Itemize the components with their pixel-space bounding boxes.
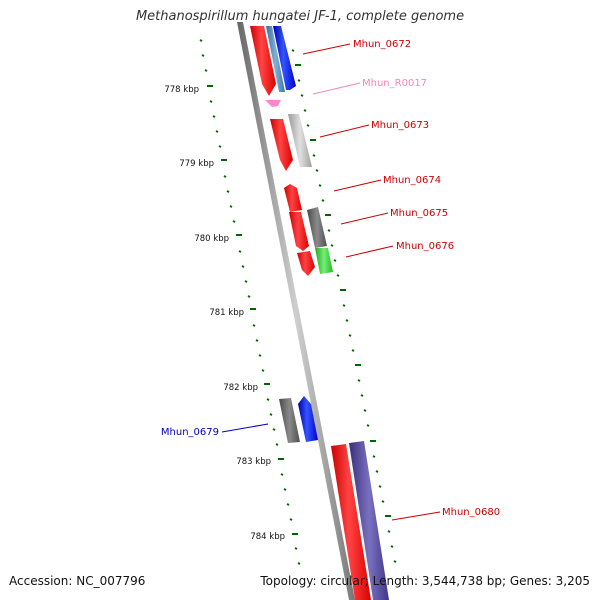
kbp-label-781: 781 kbp [209,308,244,318]
gene-label-mhun-0674[interactable]: Mhun_0674 [383,175,441,186]
accession-label: Accession: NC_007796 [9,574,146,588]
feature-mhun-0674[interactable] [284,184,302,212]
gene-label-mhun-0680[interactable]: Mhun_0680 [442,507,500,518]
feature-mhun-0680[interactable] [331,444,371,600]
gene-label-mhun-0679[interactable]: Mhun_0679 [161,427,219,438]
gene-label-mhun-0672[interactable]: Mhun_0672 [353,39,411,50]
feature-steel-0672[interactable] [266,26,285,92]
kbp-label-778: 778 kbp [164,85,199,95]
genome-summary: Topology: circular; Length: 3,544,738 bp… [260,574,590,588]
kbp-label-784: 784 kbp [250,532,285,542]
callout-lines [221,43,441,521]
kbp-label-783: 783 kbp [236,457,271,467]
gene-label-mhun-0675[interactable]: Mhun_0675 [390,208,448,219]
feature-green-0676[interactable] [315,248,333,274]
feature-mhun-r0017[interactable] [265,100,281,107]
genome-backbone [237,22,355,600]
feature-gray-0673[interactable] [288,114,312,167]
gene-label-mhun-r0017[interactable]: Mhun_R0017 [362,78,427,89]
ruler-ticks-right [291,49,397,563]
feature-purple-0680[interactable] [349,441,389,600]
kbp-label-779: 779 kbp [179,159,214,169]
feature-mhun-0672[interactable] [250,26,276,96]
kbp-label-780: 780 kbp [194,234,229,244]
feature-dark-0675[interactable] [307,207,327,248]
feature-blue-0672[interactable] [273,26,296,90]
kbp-label-782: 782 kbp [223,383,258,393]
map-title: Methanospirillum hungatei JF-1, complete… [135,9,465,24]
feature-mhun-0673[interactable] [270,119,293,171]
feature-dark-0679[interactable] [279,398,300,443]
feature-mhun-0679[interactable] [298,396,318,442]
feature-mhun-0676[interactable] [297,251,315,276]
gene-label-mhun-0673[interactable]: Mhun_0673 [371,120,429,131]
feature-mhun-0675[interactable] [289,212,309,251]
ruler-ticks-left [199,39,301,565]
gene-label-mhun-0676[interactable]: Mhun_0676 [396,241,454,252]
